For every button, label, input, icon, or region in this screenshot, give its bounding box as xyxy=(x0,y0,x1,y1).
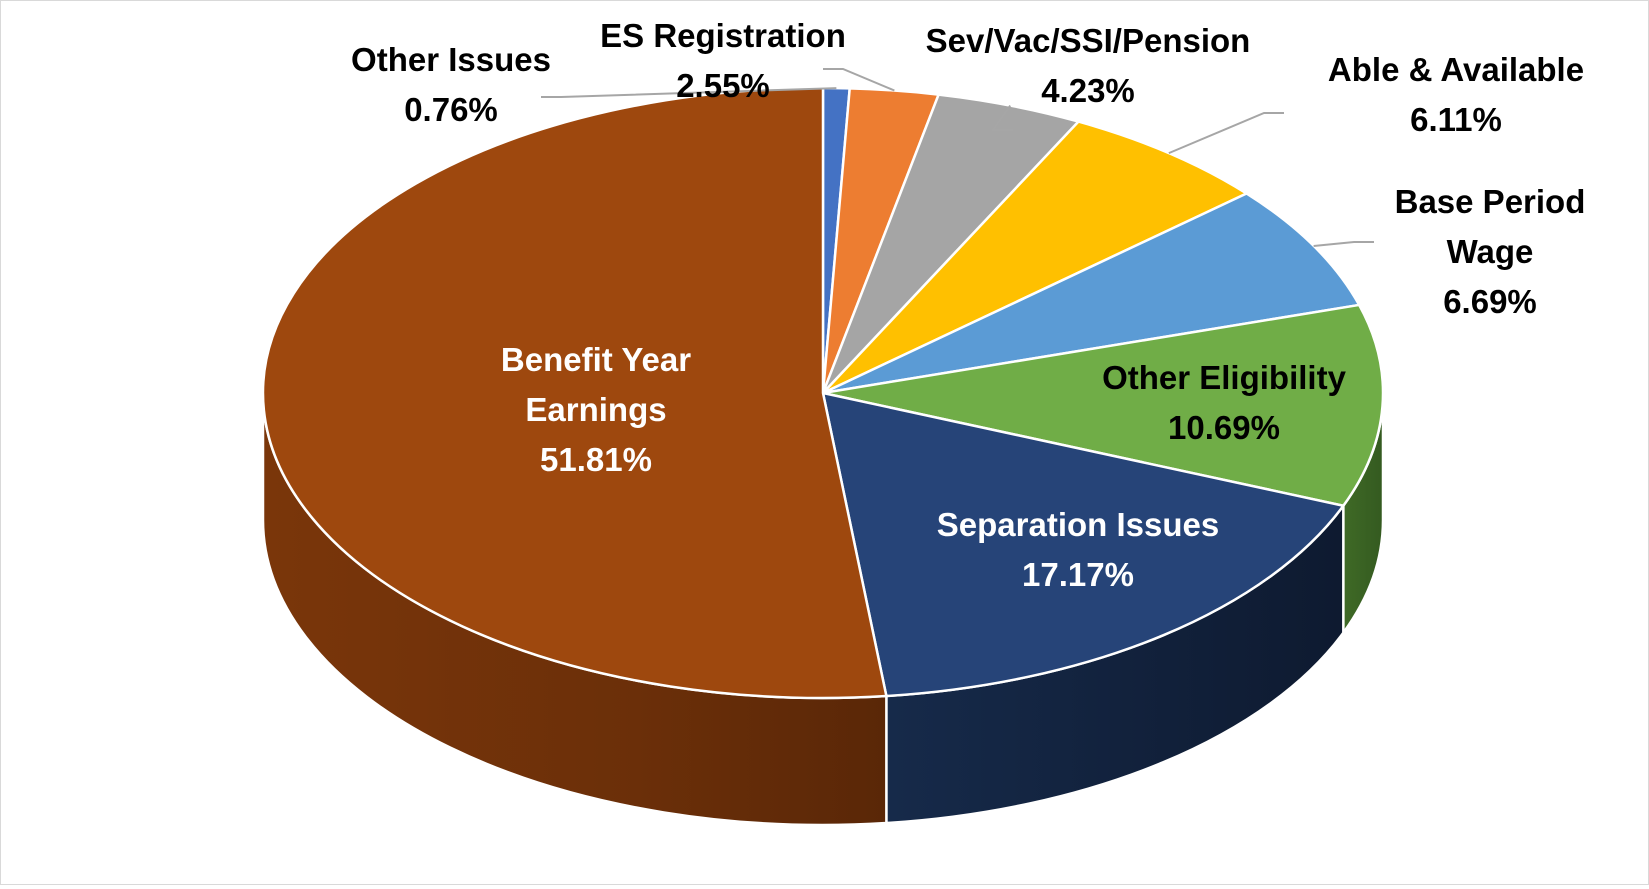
data-label-benefit-year-earnings: Benefit Year Earnings 51.81% xyxy=(501,341,691,478)
value-label: 6.69% xyxy=(1443,283,1537,320)
leader-line-able-available xyxy=(1168,112,1284,155)
category-label: Sev/Vac/SSI/Pension xyxy=(926,22,1251,59)
data-label-other-eligibility: Other Eligibility 10.69% xyxy=(1102,359,1347,446)
value-label: 10.69% xyxy=(1168,409,1280,446)
slice-benefit-year-earnings xyxy=(261,86,888,700)
value-label: 2.55% xyxy=(676,67,770,104)
value-label: 6.11% xyxy=(1410,101,1502,138)
category-label: ES Registration xyxy=(600,17,846,54)
category-label: Base Period xyxy=(1395,183,1586,220)
value-label: 51.81% xyxy=(540,441,652,478)
leader-line-es-registration xyxy=(823,68,895,92)
slice-other-eligibility xyxy=(821,303,1385,508)
slice-able-available xyxy=(821,120,1248,395)
category-label: Separation Issues xyxy=(937,506,1219,543)
category-label: Earnings xyxy=(525,391,666,428)
data-label-sev-vac-ssi-pension: Sev/Vac/SSI/Pension 4.23% xyxy=(926,22,1251,109)
leader-line-sev-vac-ssi-pension xyxy=(991,104,1013,131)
data-label-es-registration: ES Registration 2.55% xyxy=(600,17,846,104)
value-label: 4.23% xyxy=(1041,72,1135,109)
slice-separation-issues xyxy=(821,391,1345,698)
category-label: Able & Available xyxy=(1328,51,1584,88)
data-label-separation-issues: Separation Issues 17.17% xyxy=(937,506,1219,593)
data-label-base-period-wage: Base Period Wage 6.69% xyxy=(1395,183,1586,320)
data-label-able-available: Able & Available 6.11% xyxy=(1328,51,1584,138)
leader-line-other-issues xyxy=(541,87,837,98)
leader-line-base-period-wage xyxy=(1313,241,1374,247)
category-label: Wage xyxy=(1447,233,1534,270)
value-label: 0.76% xyxy=(404,91,498,128)
category-label: Other Issues xyxy=(351,41,551,78)
category-label: Other Eligibility xyxy=(1102,359,1347,396)
data-label-other-issues: Other Issues 0.76% xyxy=(351,41,551,128)
value-label: 17.17% xyxy=(1022,556,1134,593)
category-label: Benefit Year xyxy=(501,341,691,378)
